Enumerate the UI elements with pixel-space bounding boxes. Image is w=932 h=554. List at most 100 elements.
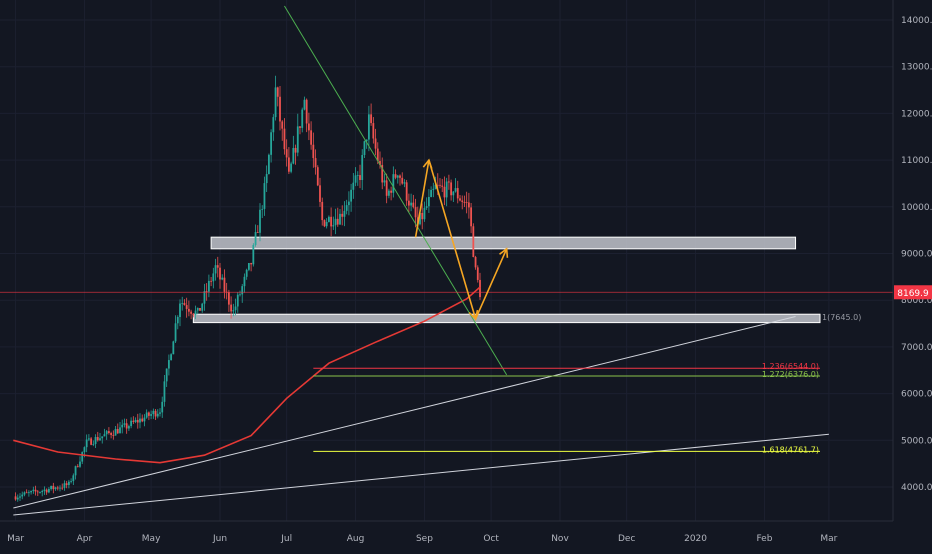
candle-body: [361, 155, 364, 181]
candle-body: [410, 202, 413, 206]
current-price-tag: [894, 285, 932, 300]
candle-body: [241, 286, 244, 295]
candle-body: [299, 126, 301, 128]
candle-body: [247, 263, 250, 270]
candle-body: [385, 180, 388, 196]
candle-body: [354, 175, 357, 183]
y-tick-label: 8000.0: [901, 296, 932, 306]
candle-body: [134, 419, 137, 422]
candle-body: [261, 208, 264, 210]
candle-body: [423, 207, 426, 220]
candle-body: [254, 232, 257, 245]
y-tick-label: 5000.0: [901, 436, 932, 446]
candle-body: [141, 418, 144, 422]
candle-body: [407, 200, 410, 206]
candle-body: [414, 207, 417, 218]
candle-body: [432, 188, 435, 190]
candle-body: [256, 232, 259, 233]
candle-body: [167, 360, 170, 369]
grid-lines: [0, 0, 893, 521]
candle-body: [307, 123, 310, 131]
candle-body: [110, 433, 113, 435]
candle-body: [63, 483, 66, 488]
candle-body: [421, 212, 424, 220]
candle-body: [101, 436, 104, 439]
x-tick-label: Mar: [7, 534, 24, 544]
moving-average-line: [13, 286, 481, 464]
price-zone-2: [192, 313, 821, 324]
candle-body: [250, 263, 253, 265]
candle-body: [310, 130, 313, 145]
projection-arrowhead: [422, 158, 433, 169]
candle-body: [392, 174, 395, 193]
candle-body: [121, 424, 124, 428]
candle-body: [252, 244, 255, 265]
candle-body: [125, 423, 128, 429]
candle-body: [41, 490, 44, 493]
candle-body: [370, 114, 373, 124]
fib-label: 1.236(6544.0): [762, 362, 819, 371]
x-tick-label: 2020: [684, 534, 707, 544]
candle-body: [339, 213, 341, 225]
candle-body: [319, 185, 321, 202]
candle-body: [132, 420, 135, 422]
candle-body: [396, 175, 399, 178]
y-tick-label: 6000.0: [901, 390, 932, 400]
candle-body: [316, 167, 319, 186]
candle-body: [139, 418, 141, 423]
candle-body: [281, 121, 284, 129]
candle-body: [230, 304, 233, 312]
candle-body: [192, 313, 195, 315]
candle-body: [172, 341, 175, 355]
candle-body: [401, 177, 404, 184]
x-tick-label: Oct: [483, 534, 499, 544]
candle-body: [107, 431, 110, 434]
candle-body: [239, 294, 241, 296]
candle-body: [470, 207, 473, 227]
candle-body: [119, 427, 121, 434]
trendline-support_2: [13, 433, 829, 516]
candle-body: [179, 303, 181, 318]
candle-body: [114, 429, 117, 436]
candle-body: [67, 481, 70, 486]
candle-body: [136, 419, 139, 423]
candle-body: [34, 489, 37, 492]
candle-body: [283, 128, 286, 150]
candle-body: [276, 87, 279, 97]
candle-body: [312, 144, 315, 159]
y-tick-label: 9000.0: [901, 250, 932, 260]
candle-body: [152, 410, 155, 415]
candle-body: [156, 413, 159, 417]
candle-body: [394, 174, 397, 178]
candle-body: [465, 202, 468, 203]
candle-body: [454, 188, 457, 192]
candle-body: [163, 381, 166, 402]
candle-body: [443, 186, 446, 198]
candle-body: [334, 218, 337, 226]
candle-body: [116, 429, 119, 434]
fibonacci-levels: 1(7645.0) 1.236(6544.0)1.272(6376.0) 1.618…: [313, 313, 861, 454]
current-price-label: 8169.9: [897, 289, 929, 299]
candle-body: [52, 485, 55, 490]
x-tick-label: Feb: [756, 534, 772, 544]
candle-body: [243, 276, 246, 287]
candle-body: [439, 184, 441, 186]
candle-body: [187, 308, 190, 312]
y-tick-label: 11000.0: [901, 156, 932, 166]
candle-body: [425, 206, 428, 208]
candle-body: [76, 466, 79, 467]
candle-body: [81, 452, 84, 462]
candle-body: [445, 181, 448, 198]
candle-body: [347, 201, 350, 206]
candle-body: [143, 417, 146, 422]
candle-body: [327, 216, 330, 222]
candle-body: [430, 189, 433, 197]
candle-body: [259, 209, 261, 233]
candle-body: [436, 184, 439, 186]
candle-body: [194, 310, 197, 315]
candle-body: [405, 182, 408, 201]
candle-body: [181, 302, 184, 304]
